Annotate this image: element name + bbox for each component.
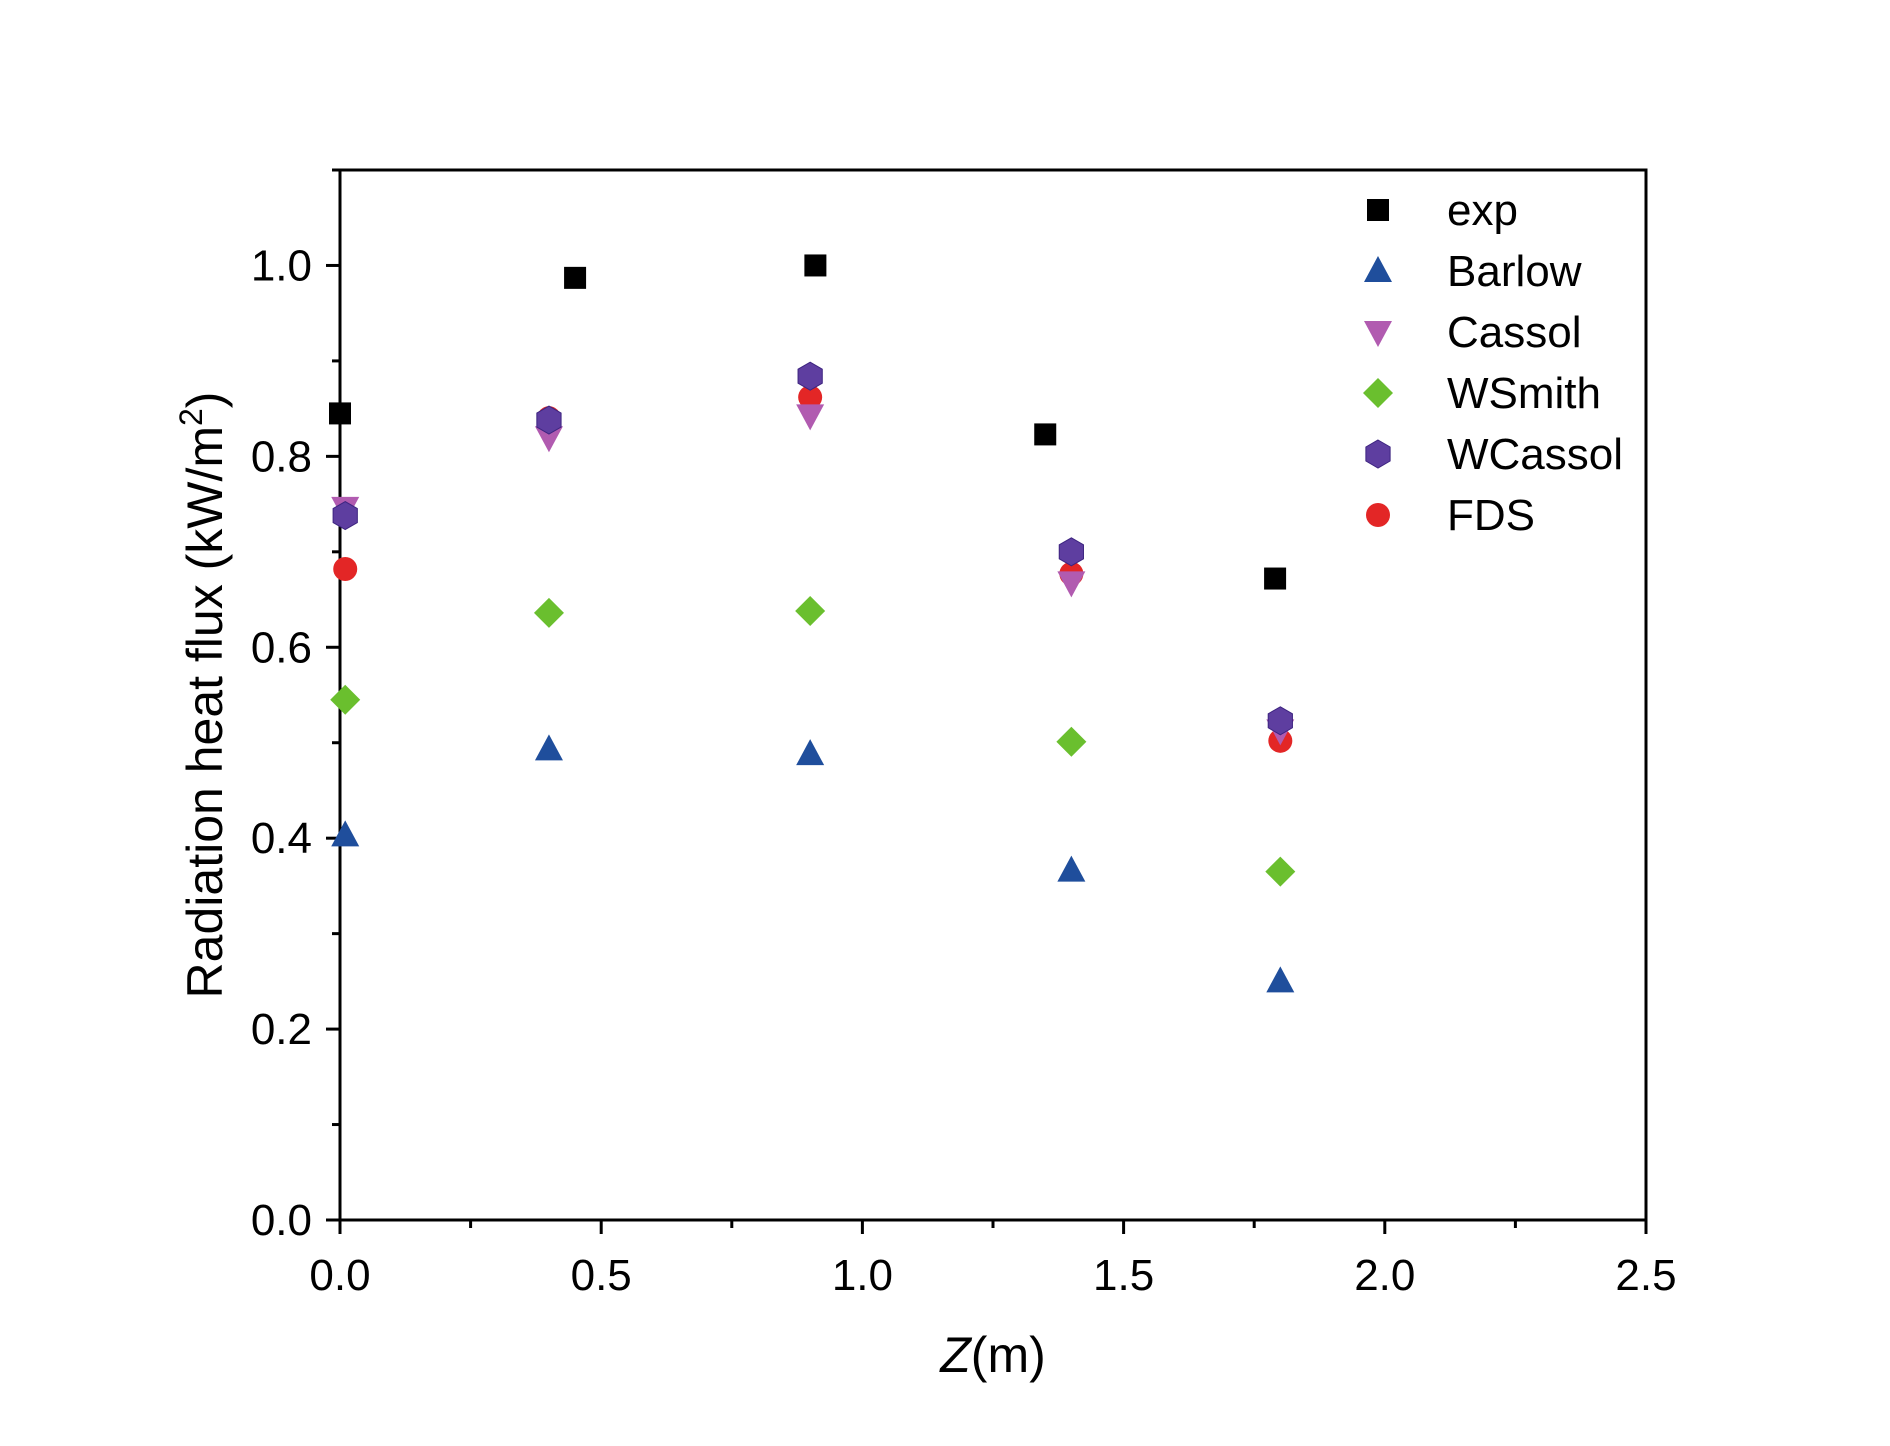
y-axis-title-main: Radiation heat flux (kW/m xyxy=(177,426,233,998)
fds-point xyxy=(798,385,823,410)
wsmith-point xyxy=(1056,726,1087,757)
barlow-point xyxy=(534,734,563,761)
legend-marker-wcassol xyxy=(1365,439,1391,469)
barlow-point xyxy=(331,820,360,847)
cassol-point xyxy=(534,426,563,453)
x-tick-label: 2.5 xyxy=(1615,1251,1676,1300)
barlow-point xyxy=(1057,855,1086,882)
y-axis-ticks: 0.0 0.2 0.4 0.6 0.8 1.0 xyxy=(251,168,340,1245)
y-axis-title-superscript: 2 xyxy=(173,408,209,426)
x-axis-title-variable: Z xyxy=(939,1327,972,1383)
y-tick-label: 0.4 xyxy=(251,814,312,863)
y-tick-label: 0.0 xyxy=(251,1196,312,1245)
legend: exp Barlow Cassol WSmith WCassol FDS xyxy=(1363,186,1623,540)
barlow-point xyxy=(1266,966,1295,993)
x-tick-label: 2.0 xyxy=(1354,1251,1415,1300)
wsmith-point xyxy=(795,596,826,626)
y-tick-label: 1.0 xyxy=(251,241,312,290)
x-tick-label: 1.0 xyxy=(832,1251,893,1300)
exp-point xyxy=(1264,567,1287,590)
legend-marker-barlow xyxy=(1364,256,1392,282)
y-tick-label: 0.2 xyxy=(251,1005,312,1054)
x-tick-label: 1.5 xyxy=(1093,1251,1154,1300)
data-points xyxy=(329,254,1296,993)
exp-point xyxy=(329,402,351,425)
exp-point xyxy=(1034,423,1057,446)
wcassol-point xyxy=(797,361,823,391)
wcassol-point xyxy=(1267,706,1293,736)
legend-label-fds: FDS xyxy=(1447,491,1535,540)
fds-point xyxy=(333,557,358,581)
y-tick-label: 0.6 xyxy=(251,623,312,672)
legend-label-wsmith: WSmith xyxy=(1447,369,1601,418)
y-axis-title-close: ) xyxy=(177,392,233,409)
legend-label-cassol: Cassol xyxy=(1447,308,1582,357)
y-tick-label: 0.8 xyxy=(251,432,312,481)
barlow-point xyxy=(796,739,825,766)
legend-label-exp: exp xyxy=(1447,186,1518,235)
x-tick-label: 0.0 xyxy=(309,1251,370,1300)
exp-point xyxy=(804,254,827,277)
wcassol-point xyxy=(1058,537,1084,567)
x-tick-label: 0.5 xyxy=(571,1251,632,1300)
x-axis-title-unit: (m) xyxy=(971,1327,1046,1383)
legend-marker-exp xyxy=(1367,199,1389,221)
wsmith-point xyxy=(533,597,564,628)
legend-marker-fds xyxy=(1366,503,1390,527)
x-axis-ticks: 0.0 0.5 1.0 1.5 2.0 2.5 xyxy=(309,1220,1677,1300)
cassol-point xyxy=(796,404,825,431)
legend-marker-cassol xyxy=(1364,321,1392,347)
wcassol-point xyxy=(332,500,358,531)
y-axis-title: Radiation heat flux (kW/m2) xyxy=(173,392,233,999)
legend-label-wcassol: WCassol xyxy=(1447,430,1623,479)
cassol-point xyxy=(1057,571,1086,598)
wsmith-point xyxy=(1265,856,1296,887)
wsmith-point xyxy=(330,684,361,715)
exp-point xyxy=(564,266,587,289)
wcassol-point xyxy=(536,405,562,435)
x-axis-title: Z(m) xyxy=(939,1327,1046,1383)
legend-label-barlow: Barlow xyxy=(1447,247,1582,296)
legend-marker-wsmith xyxy=(1363,378,1393,408)
